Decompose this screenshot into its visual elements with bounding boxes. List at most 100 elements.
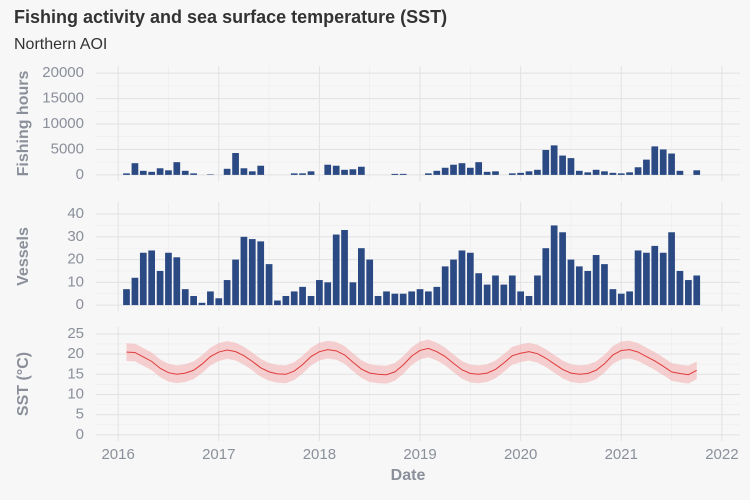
bar [207, 174, 214, 175]
bar [676, 170, 684, 175]
bar [416, 289, 424, 306]
bar [634, 250, 642, 306]
y-tick-label: 20 [67, 345, 84, 362]
bar [676, 270, 684, 306]
y-tick-label: 10 [67, 385, 84, 402]
bar [693, 275, 701, 306]
bar [307, 171, 315, 175]
y-axis-title: Vessels [15, 227, 32, 286]
bar [475, 273, 483, 306]
bar [240, 168, 248, 175]
y-tick-label: 20 [67, 251, 84, 268]
bar [240, 236, 248, 306]
bar [508, 173, 516, 175]
bar [165, 252, 172, 306]
bar [383, 291, 390, 306]
bar [307, 295, 315, 306]
bar [508, 275, 516, 306]
bar [198, 302, 206, 306]
bar [592, 169, 600, 175]
y-tick-label: 0 [76, 426, 84, 443]
bar [450, 164, 457, 175]
bar [257, 165, 265, 175]
bar [617, 293, 625, 306]
bar [265, 264, 273, 306]
chart-title: Fishing activity and sea surface tempera… [14, 7, 447, 27]
y-tick-label: 15000 [42, 90, 84, 107]
bar [215, 298, 223, 306]
bar [626, 291, 633, 306]
bar [123, 289, 130, 306]
bar [441, 167, 449, 175]
bar [517, 291, 524, 306]
bar [156, 270, 164, 306]
bar [450, 259, 457, 306]
bar [693, 170, 701, 175]
bar [290, 291, 298, 306]
bar [559, 155, 566, 175]
bar [441, 266, 449, 306]
bar [643, 159, 650, 175]
bar [584, 270, 592, 306]
bar [458, 163, 466, 175]
bar [181, 289, 189, 306]
bar [332, 234, 340, 306]
bar [601, 171, 608, 175]
bar [651, 245, 659, 306]
bar [542, 149, 550, 175]
sst-line [126, 347, 697, 376]
bar [433, 286, 441, 306]
sst-band [126, 339, 697, 384]
bar [173, 257, 181, 306]
bar [425, 173, 432, 175]
bar [156, 168, 164, 175]
bar [659, 252, 667, 306]
y-axis-title: Fishing hours [15, 71, 32, 177]
x-tick-label: 2019 [403, 446, 436, 463]
bar [408, 291, 416, 306]
bar [584, 172, 592, 175]
bar [483, 171, 491, 175]
bar [324, 164, 332, 175]
bar [190, 295, 197, 306]
y-tick-label: 20000 [42, 64, 84, 81]
bar [425, 291, 432, 306]
bar [500, 284, 508, 306]
x-tick-label: 2016 [101, 446, 134, 463]
y-tick-label: 5 [76, 406, 84, 423]
bar [232, 153, 239, 175]
y-tick-label: 40 [67, 205, 84, 222]
bar [139, 252, 147, 306]
bar [139, 170, 147, 175]
bar [617, 173, 625, 175]
bar [131, 277, 139, 306]
bar [492, 171, 499, 175]
bar [542, 248, 550, 306]
bar [634, 167, 642, 175]
bar [475, 162, 483, 175]
bar [601, 264, 608, 306]
bar [357, 248, 365, 306]
bar [357, 166, 365, 175]
bar [332, 165, 340, 175]
x-tick-label: 2018 [303, 446, 336, 463]
bar [173, 162, 181, 175]
bar [148, 250, 155, 306]
bar [248, 171, 256, 175]
bar [290, 173, 298, 175]
bar [190, 173, 197, 175]
bar [223, 280, 231, 306]
y-tick-label: 25 [67, 325, 84, 342]
bar [131, 163, 139, 175]
bar [492, 275, 499, 306]
bar [567, 259, 575, 306]
y-tick-label: 10 [67, 273, 84, 290]
bar [685, 280, 692, 306]
bar [609, 289, 617, 306]
bar [525, 171, 533, 175]
bar [366, 259, 374, 306]
bar [148, 171, 155, 175]
bar [575, 266, 583, 306]
bar [316, 280, 323, 306]
bar [575, 170, 583, 175]
